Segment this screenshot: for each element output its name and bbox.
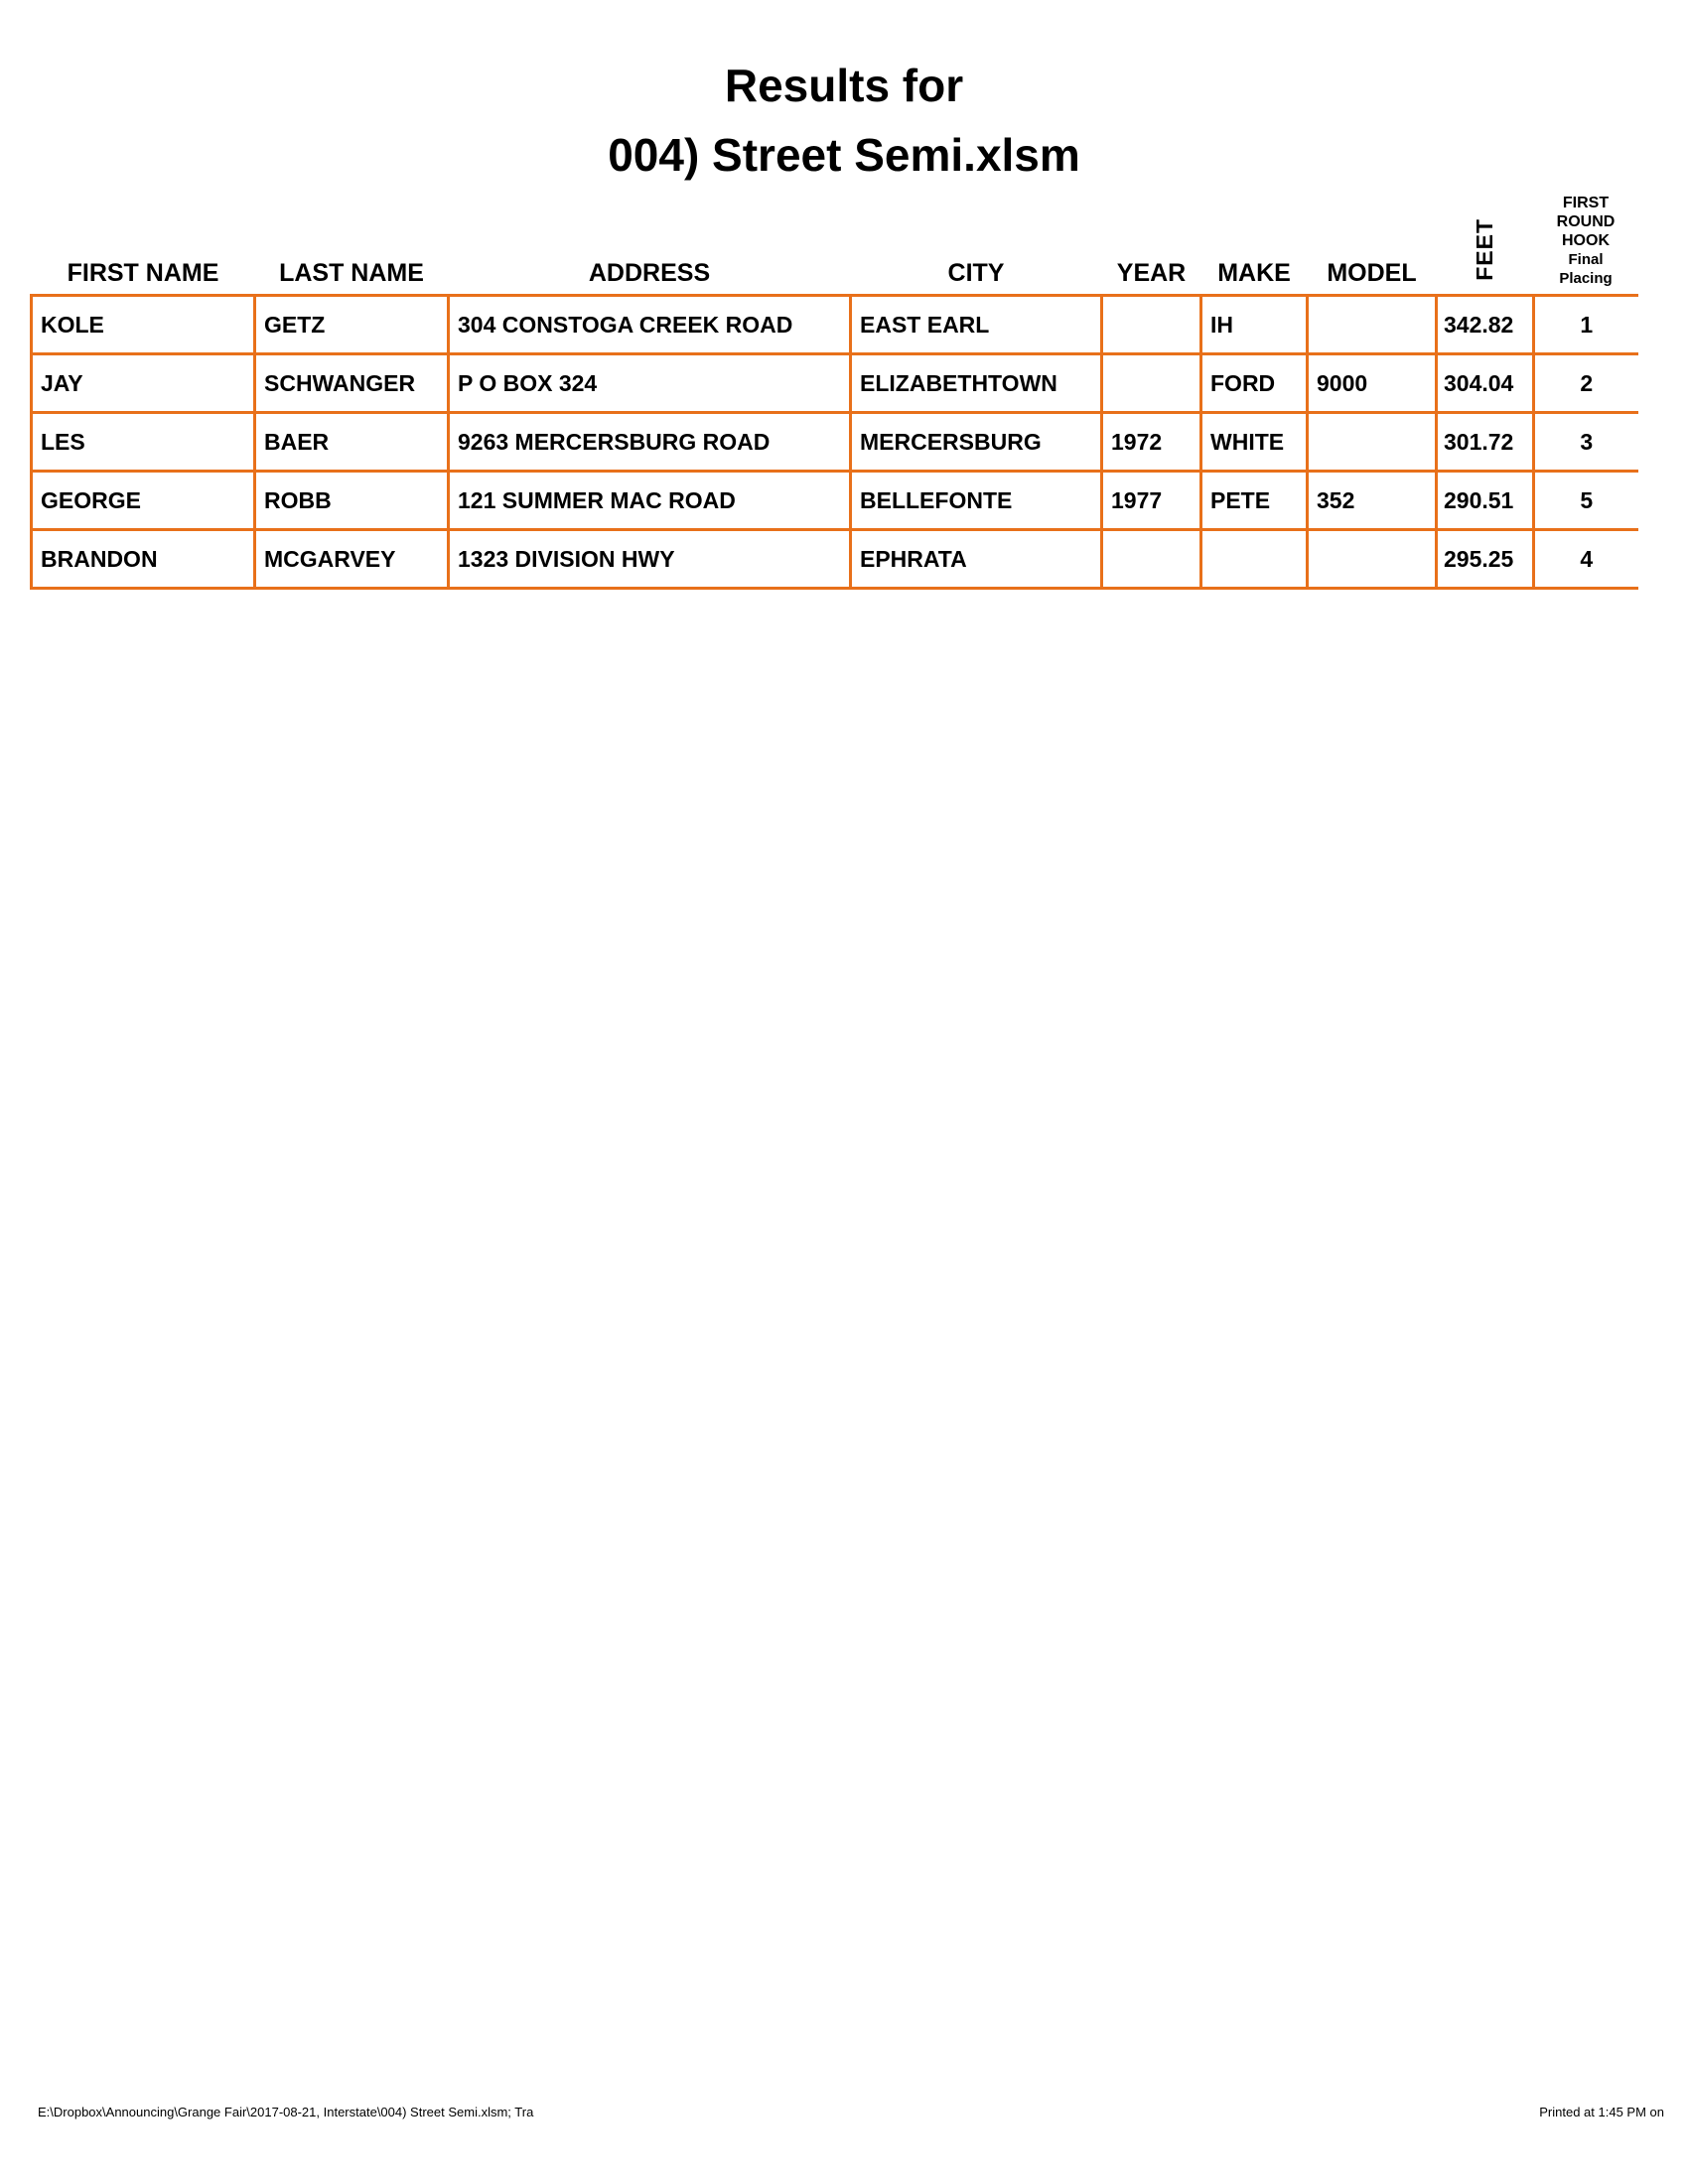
cell-make: IH xyxy=(1199,294,1309,355)
cell-year xyxy=(1100,352,1202,414)
column-header-last-name: LAST NAME xyxy=(279,259,424,287)
cell-city: BELLEFONTE xyxy=(849,470,1103,531)
table-row: KOLE GETZ 304 CONSTOGA CREEK ROAD EAST EARL… xyxy=(30,294,1638,355)
column-header-placing-line-3: HOOK xyxy=(1562,232,1610,249)
footer-print-timestamp: Printed at 1:45 PM on xyxy=(1539,2105,1664,2119)
cell-make: PETE xyxy=(1199,470,1309,531)
page-footer: E:\Dropbox\Announcing\Grange Fair\2017-0… xyxy=(0,2105,1688,2126)
cell-city: EAST EARL xyxy=(849,294,1103,355)
table-row: JAY SCHWANGER P O BOX 324 ELIZABETHTOWN FORD… xyxy=(30,352,1638,414)
table-row: LES BAER 9263 MERCERSBURG ROAD MERCERSBURG 1… xyxy=(30,411,1638,473)
cell-last-name: BAER xyxy=(253,411,450,473)
column-header-city: CITY xyxy=(947,259,1005,287)
cell-make: WHITE xyxy=(1199,411,1309,473)
cell-feet: 342.82 xyxy=(1435,294,1535,355)
cell-address: P O BOX 324 xyxy=(447,352,852,414)
column-header-placing-line-4: Final xyxy=(1568,251,1604,268)
cell-make xyxy=(1199,528,1309,590)
document-title: Results for 004) Street Semi.xlsm xyxy=(0,52,1688,189)
cell-city: EPHRATA xyxy=(849,528,1103,590)
cell-first-name: GEORGE xyxy=(30,470,256,531)
column-header-feet-label: FEET xyxy=(1472,218,1497,281)
table-row: BRANDON MCGARVEY 1323 DIVISION HWY EPHRATA 2… xyxy=(30,528,1638,590)
column-header-address: ADDRESS xyxy=(588,259,711,287)
cell-final-placing: 2 xyxy=(1532,352,1638,414)
table-body: KOLE GETZ 304 CONSTOGA CREEK ROAD EAST EARL… xyxy=(30,294,1638,590)
cell-model xyxy=(1306,411,1438,473)
title-line-results-for: Results for xyxy=(724,60,964,111)
cell-last-name: SCHWANGER xyxy=(253,352,450,414)
cell-model: 352 xyxy=(1306,470,1438,531)
cell-feet: 290.51 xyxy=(1435,470,1535,531)
cell-year: 1972 xyxy=(1100,411,1202,473)
footer-file-path: E:\Dropbox\Announcing\Grange Fair\2017-0… xyxy=(38,2105,534,2119)
cell-last-name: ROBB xyxy=(253,470,450,531)
cell-first-name: LES xyxy=(30,411,256,473)
cell-address: 304 CONSTOGA CREEK ROAD xyxy=(447,294,852,355)
cell-address: 9263 MERCERSBURG ROAD xyxy=(447,411,852,473)
cell-year: 1977 xyxy=(1100,470,1202,531)
title-line-filename: 004) Street Semi.xlsm xyxy=(608,129,1080,181)
cell-make: FORD xyxy=(1199,352,1309,414)
column-header-model: MODEL xyxy=(1327,259,1417,287)
column-header-first-name: FIRST NAME xyxy=(67,259,219,287)
column-header-placing-line-1: FIRST xyxy=(1562,195,1610,211)
cell-address: 1323 DIVISION HWY xyxy=(447,528,852,590)
cell-city: MERCERSBURG xyxy=(849,411,1103,473)
column-header-year: YEAR xyxy=(1116,259,1187,287)
cell-final-placing: 4 xyxy=(1532,528,1638,590)
column-header-placing-line-2: ROUND xyxy=(1556,213,1616,230)
cell-final-placing: 5 xyxy=(1532,470,1638,531)
cell-model xyxy=(1306,528,1438,590)
cell-feet: 301.72 xyxy=(1435,411,1535,473)
cell-last-name: MCGARVEY xyxy=(253,528,450,590)
cell-year xyxy=(1100,294,1202,355)
column-header-make: MAKE xyxy=(1217,259,1291,287)
cell-year xyxy=(1100,528,1202,590)
cell-first-name: JAY xyxy=(30,352,256,414)
cell-first-name: BRANDON xyxy=(30,528,256,590)
column-header-final-placing: FIRST ROUND HOOK Final Placing xyxy=(1534,185,1638,296)
column-header-placing-line-5: Placing xyxy=(1559,270,1613,287)
table-header-row: FIRST NAME LAST NAME ADDRESS CITY YEAR M… xyxy=(32,185,1638,296)
cell-address: 121 SUMMER MAC ROAD xyxy=(447,470,852,531)
column-header-feet: FEET xyxy=(1437,185,1534,296)
cell-final-placing: 1 xyxy=(1532,294,1638,355)
cell-feet: 295.25 xyxy=(1435,528,1535,590)
cell-model xyxy=(1306,294,1438,355)
cell-city: ELIZABETHTOWN xyxy=(849,352,1103,414)
cell-model: 9000 xyxy=(1306,352,1438,414)
results-table: FIRST NAME LAST NAME ADDRESS CITY YEAR M… xyxy=(30,185,1638,590)
cell-first-name: KOLE xyxy=(30,294,256,355)
cell-final-placing: 3 xyxy=(1532,411,1638,473)
cell-feet: 304.04 xyxy=(1435,352,1535,414)
cell-last-name: GETZ xyxy=(253,294,450,355)
table-row: GEORGE ROBB 121 SUMMER MAC ROAD BELLEFONTE 1… xyxy=(30,470,1638,531)
